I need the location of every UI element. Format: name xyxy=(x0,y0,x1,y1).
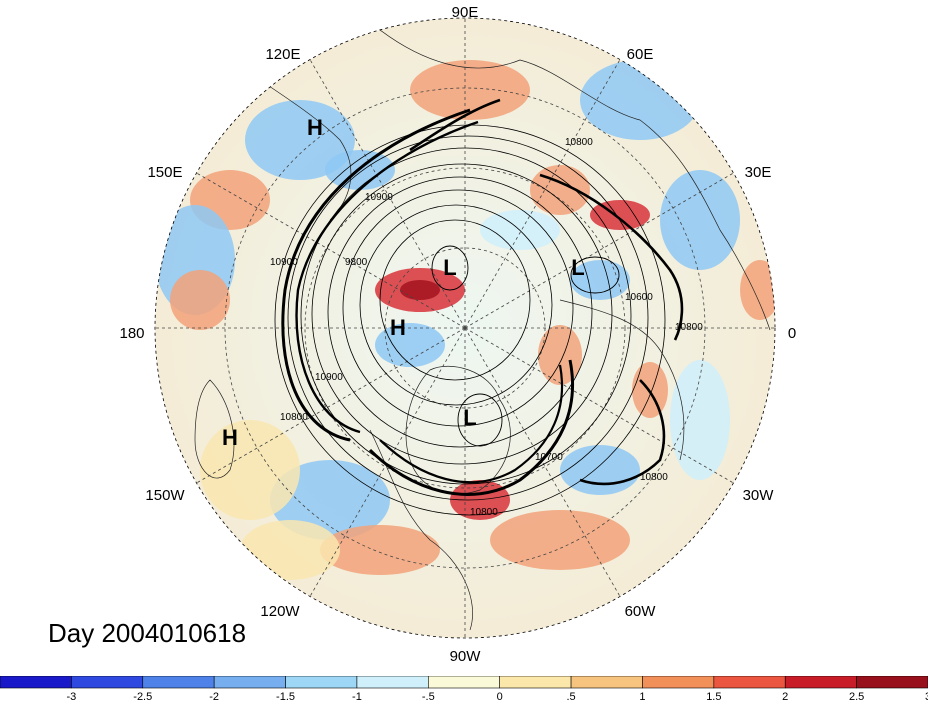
contour-label: 10700 xyxy=(535,452,563,463)
anomaly-blob xyxy=(670,360,730,480)
contour-label: 10900 xyxy=(365,192,393,203)
longitude-label: 120W xyxy=(260,603,300,620)
anomaly-blob xyxy=(490,510,630,570)
anomaly-blob xyxy=(410,60,530,120)
colorbar-tick: -3 xyxy=(66,691,76,702)
colorbar-tick: 2 xyxy=(782,691,788,702)
anomaly-blob xyxy=(570,260,630,300)
colorbar-swatch xyxy=(713,676,786,689)
anomaly-blob xyxy=(170,270,230,330)
colorbar-tick: 1.5 xyxy=(706,691,721,702)
longitude-labels: 90E 60E 30E 0 30W 60W 90W 120W 150W 180 150E 120E xyxy=(119,4,796,665)
graticule xyxy=(155,18,775,638)
longitude-label: 60E xyxy=(627,46,654,63)
colorbar-tick: -2.5 xyxy=(133,691,152,702)
colorbar-swatch xyxy=(213,676,286,689)
longitude-label: 180 xyxy=(119,325,144,342)
contour-label: 10800 xyxy=(640,472,668,483)
high-center: H xyxy=(222,425,238,450)
height-contours xyxy=(274,98,684,516)
colorbar-tick: 3 xyxy=(925,691,928,702)
anomaly-blob xyxy=(400,280,440,300)
colorbar-swatch xyxy=(570,676,643,689)
anomaly-blob xyxy=(240,520,340,580)
colorbar-swatch xyxy=(499,676,572,689)
map-title: Day 2004010618 xyxy=(48,618,247,648)
anomaly-blob xyxy=(740,260,775,320)
contour-label: 10600 xyxy=(625,292,653,303)
longitude-label: 90W xyxy=(450,648,482,665)
low-center: L xyxy=(571,255,584,280)
longitude-label: 0 xyxy=(788,325,796,342)
longitude-label: 150E xyxy=(147,164,182,181)
pressure-centers: H L H L L H xyxy=(222,115,585,450)
contour-label: 9800 xyxy=(345,257,368,268)
colorbar-tick: 1 xyxy=(639,691,645,702)
colorbar-swatch xyxy=(856,676,928,689)
anomaly-blob xyxy=(560,445,640,495)
low-center: L xyxy=(443,255,456,280)
high-center: H xyxy=(390,315,406,340)
colorbar-swatch xyxy=(142,676,215,689)
contour-label: 10800 xyxy=(675,322,703,333)
colorbar-swatch xyxy=(642,676,715,689)
longitude-label: 150W xyxy=(145,487,185,504)
anomaly-blob xyxy=(530,165,590,215)
longitude-label: 120E xyxy=(265,46,300,63)
longitude-label: 90E xyxy=(452,4,479,21)
anomaly-blob xyxy=(245,100,355,180)
coastlines xyxy=(194,29,771,631)
colorbar-swatch xyxy=(356,676,429,689)
contour-label: 10900 xyxy=(315,372,343,383)
longitude-label: 30E xyxy=(745,164,772,181)
colorbar-swatch xyxy=(71,676,144,689)
map-boundary xyxy=(154,17,776,639)
colorbar-swatch xyxy=(428,676,500,689)
contour-label: 10800 xyxy=(470,507,498,518)
anomaly-blob xyxy=(375,323,445,367)
contour-label: 10800 xyxy=(280,412,308,423)
colorbar-tick: -.5 xyxy=(422,691,435,702)
high-center: H xyxy=(307,115,323,140)
low-center: L xyxy=(463,405,476,430)
colorbar-swatch xyxy=(784,676,857,689)
contour-label-group: 10800 10900 10900 10800 10600 9800 10700 10800 1… xyxy=(270,137,703,518)
anomaly-blob xyxy=(660,170,740,270)
colorbar: -3 -2.5 -2 -1.5 -1 -.5 0 .5 1 1.5 2 2.5 3 xyxy=(0,676,928,702)
longitude-label: 30W xyxy=(743,487,775,504)
colorbar-tick: -1 xyxy=(352,691,362,702)
anomaly-blob xyxy=(320,525,440,575)
colorbar-tick: 2.5 xyxy=(849,691,864,702)
contour-label: 10900 xyxy=(270,257,298,268)
colorbar-tick: 0 xyxy=(497,691,503,702)
colorbar-tick: -2 xyxy=(209,691,219,702)
colorbar-tick: -1.5 xyxy=(276,691,295,702)
anomaly-blob xyxy=(200,420,300,520)
colorbar-tick: .5 xyxy=(566,691,575,702)
contour-label: 10800 xyxy=(565,137,593,148)
colorbar-swatch xyxy=(285,676,358,689)
anomaly-blob xyxy=(270,460,390,540)
longitude-label: 60W xyxy=(625,603,657,620)
colorbar-swatch xyxy=(0,676,72,689)
